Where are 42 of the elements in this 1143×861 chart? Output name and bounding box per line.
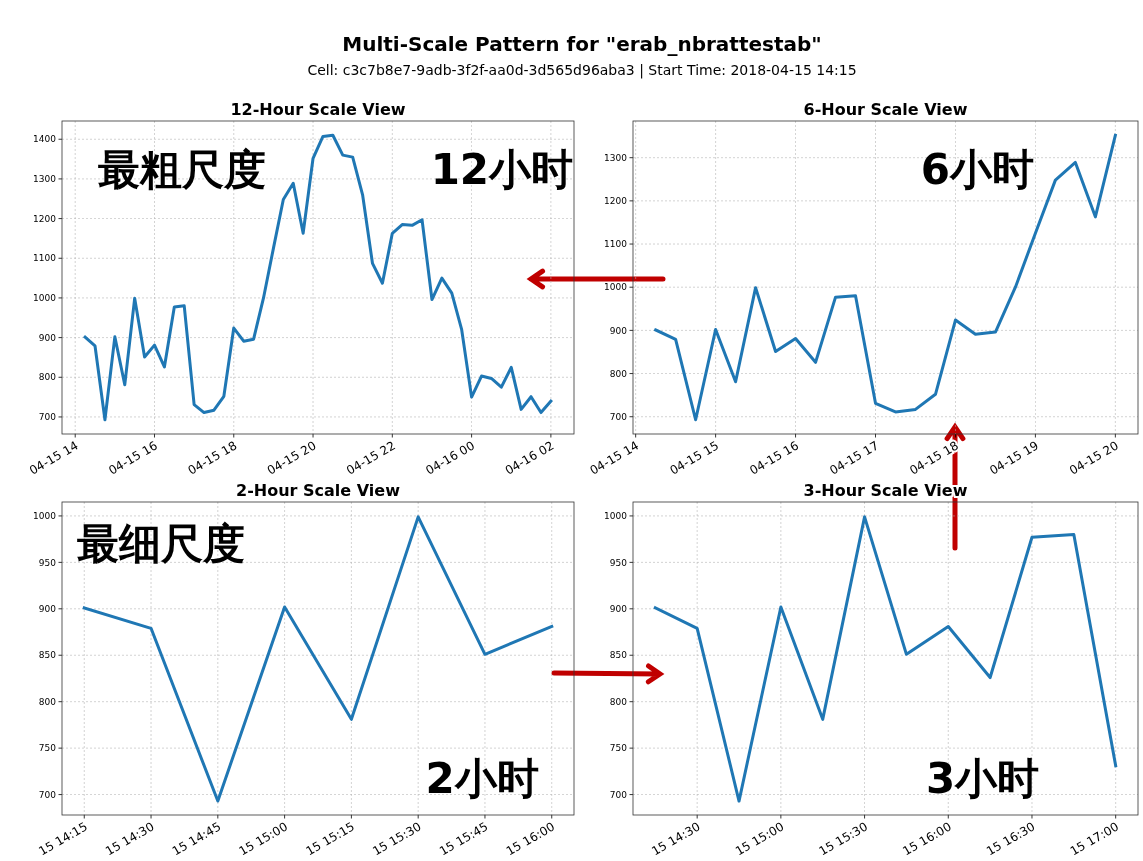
y-tick-label: 800 <box>38 696 57 707</box>
text: Cell: c3c7b8e7-9adb-3f2f-aa0d-3d565d96aba3 | Start Time: 2018-04-15 14:15 <box>307 62 857 79</box>
y-tick-label: 900 <box>609 325 628 336</box>
annotation: 最粗尺度 <box>97 144 266 194</box>
line-series <box>653 515 1118 803</box>
y-tick-label: 950 <box>609 557 628 568</box>
y-tick-label: 700 <box>38 789 57 800</box>
y-tick-label: 850 <box>38 650 57 661</box>
y-tick-label: 800 <box>609 368 628 379</box>
annotation: 3小时 <box>925 754 1040 804</box>
chart-title: 12-Hour Scale View <box>230 100 406 119</box>
y-tick-label: 1200 <box>33 213 57 224</box>
y-tick-label: 700 <box>609 411 628 422</box>
y-tick-label: 1200 <box>604 196 628 207</box>
y-tick-label: 1400 <box>33 134 57 145</box>
y-tick-label: 900 <box>609 604 628 615</box>
y-tick-label: 850 <box>609 650 628 661</box>
annotation: 最细尺度 <box>77 519 246 569</box>
annotation: 2小时 <box>425 754 539 804</box>
y-tick-label: 1000 <box>33 511 57 522</box>
y-tick-label: 700 <box>38 412 57 423</box>
y-tick-label: 900 <box>38 332 57 343</box>
chart-title: 6-Hour Scale View <box>803 100 968 119</box>
y-tick-label: 1000 <box>604 511 628 522</box>
line-series <box>654 133 1117 422</box>
annotation: 12小时 <box>430 144 574 194</box>
y-tick-label: 900 <box>38 604 57 615</box>
annotation: 6小时 <box>920 144 1035 194</box>
text: Multi-Scale Pattern for "erab_nbrattestab" <box>342 32 822 56</box>
y-tick-label: 950 <box>38 557 57 568</box>
y-tick-label: 700 <box>609 789 628 800</box>
y-tick-label: 1300 <box>33 174 57 185</box>
y-tick-label: 800 <box>609 696 628 707</box>
y-tick-label: 1100 <box>33 253 57 264</box>
chart-title: 2-Hour Scale View <box>236 481 401 500</box>
y-tick-label: 800 <box>38 372 57 383</box>
y-tick-label: 750 <box>609 743 628 754</box>
y-tick-label: 1000 <box>33 293 57 304</box>
y-tick-label: 750 <box>38 743 57 754</box>
y-tick-label: 1100 <box>604 239 628 250</box>
y-tick-label: 1300 <box>604 152 628 163</box>
y-tick-label: 1000 <box>604 282 628 293</box>
